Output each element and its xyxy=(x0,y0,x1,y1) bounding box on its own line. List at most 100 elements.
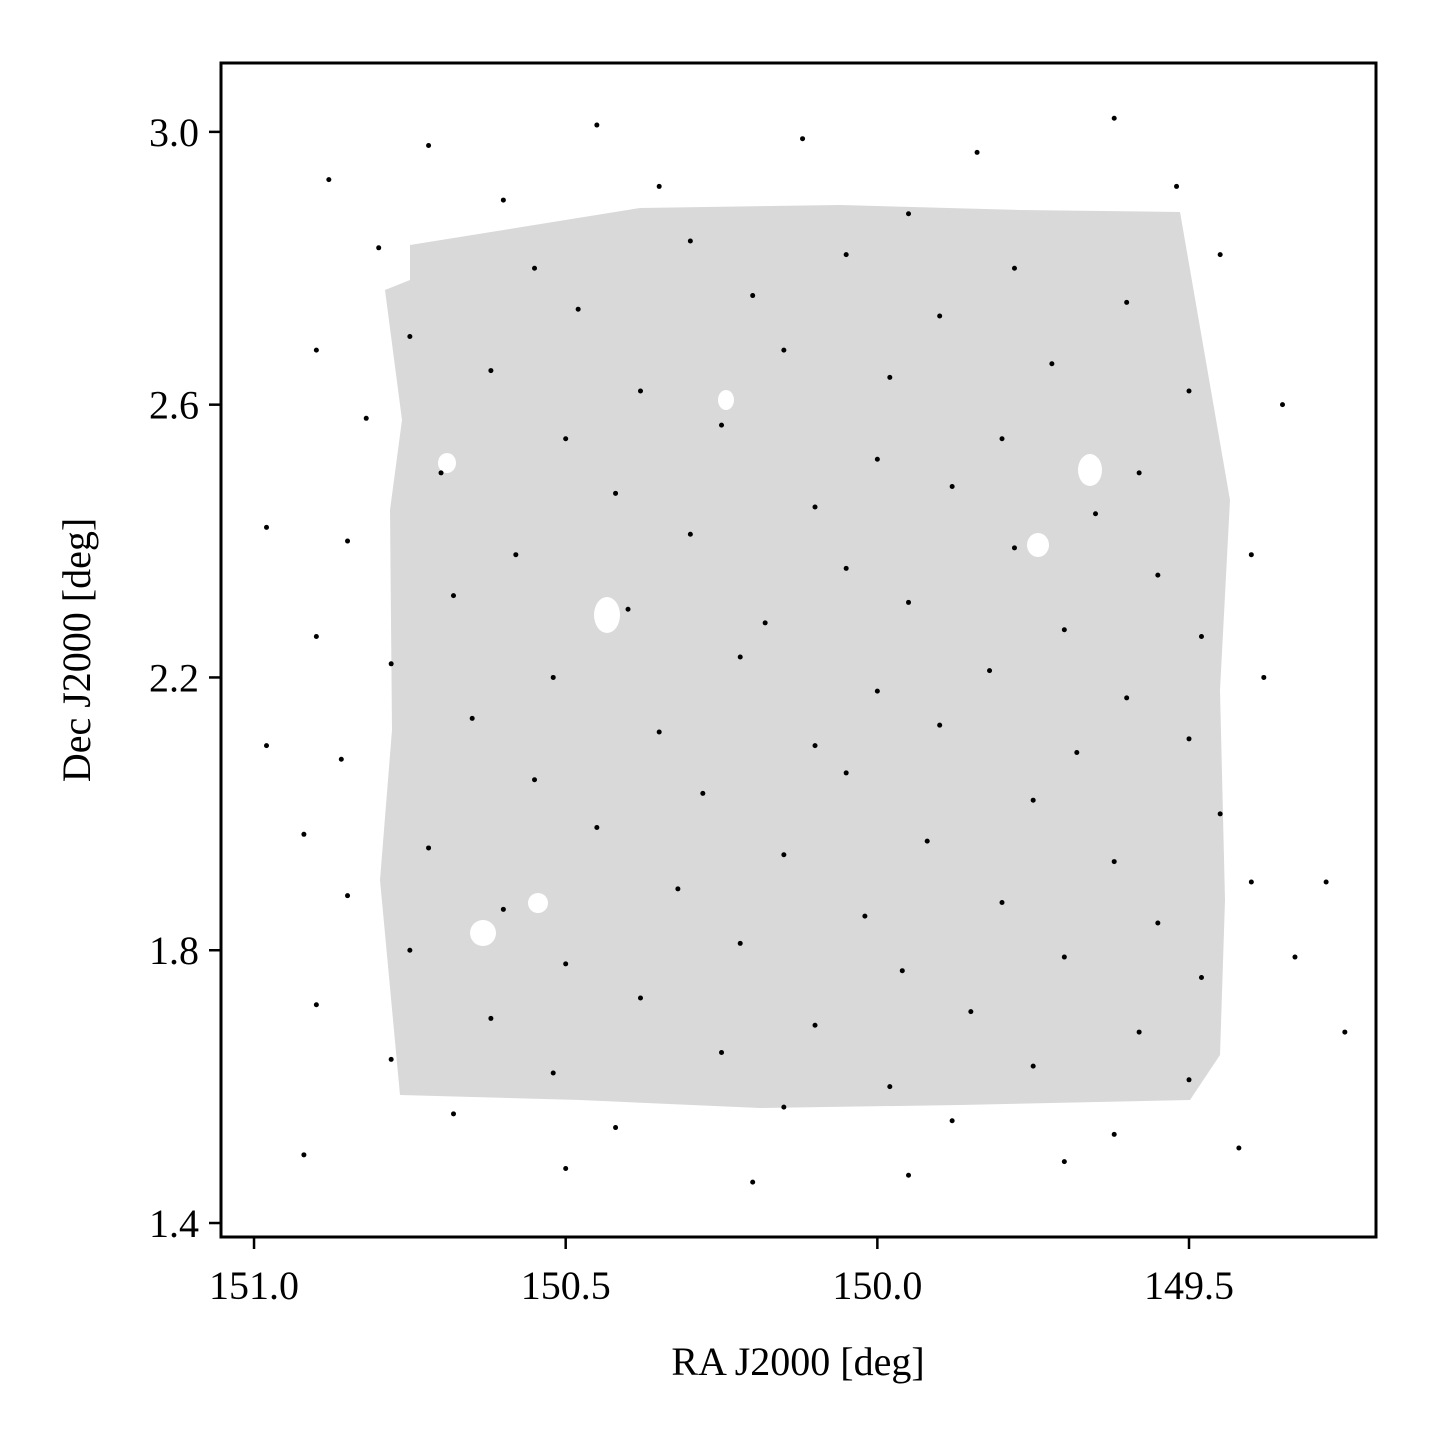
point xyxy=(937,722,943,728)
point xyxy=(1342,1029,1348,1035)
point xyxy=(407,947,413,953)
point xyxy=(301,1152,307,1158)
point xyxy=(1186,736,1192,742)
survey-footprint xyxy=(380,205,1230,1108)
point xyxy=(656,729,662,735)
point xyxy=(345,538,351,544)
point xyxy=(313,634,319,640)
point xyxy=(500,906,506,912)
point xyxy=(887,1084,893,1090)
point xyxy=(563,1165,569,1171)
point xyxy=(326,177,332,183)
point xyxy=(750,293,756,299)
masked-hole xyxy=(528,893,548,913)
point xyxy=(781,347,787,353)
point xyxy=(1030,797,1036,803)
point xyxy=(887,374,893,380)
point xyxy=(469,715,475,721)
point xyxy=(987,668,993,674)
point xyxy=(1217,252,1223,258)
point xyxy=(750,1179,756,1185)
point xyxy=(1236,1145,1242,1151)
point xyxy=(363,415,369,421)
point xyxy=(812,743,818,749)
point xyxy=(1323,879,1329,885)
point xyxy=(1111,1131,1117,1137)
point xyxy=(345,893,351,899)
point xyxy=(999,899,1005,905)
point xyxy=(594,824,600,830)
x-axis-label: RA J2000 [deg] xyxy=(671,1339,924,1384)
x-tick-label: 149.5 xyxy=(1144,1263,1234,1308)
point xyxy=(613,490,619,496)
point xyxy=(1136,1029,1142,1035)
point xyxy=(781,1104,787,1110)
masked-hole xyxy=(718,390,734,410)
point xyxy=(949,1118,955,1124)
point xyxy=(1248,879,1254,885)
point xyxy=(500,197,506,203)
point xyxy=(949,483,955,489)
point xyxy=(1124,695,1130,701)
point xyxy=(388,1056,394,1062)
point xyxy=(594,122,600,128)
point xyxy=(1198,975,1204,981)
point xyxy=(264,743,270,749)
point xyxy=(550,1070,556,1076)
point xyxy=(1124,299,1130,305)
point xyxy=(1261,674,1267,680)
point xyxy=(450,1111,456,1117)
point xyxy=(338,756,344,762)
point xyxy=(532,777,538,783)
coverage-area xyxy=(380,205,1230,1108)
point xyxy=(637,995,643,1001)
point xyxy=(906,211,912,217)
masked-hole xyxy=(438,453,456,473)
point xyxy=(843,565,849,571)
point xyxy=(1155,572,1161,578)
point xyxy=(1248,552,1254,558)
point xyxy=(1049,361,1055,367)
point xyxy=(862,913,868,919)
point xyxy=(613,1125,619,1131)
point xyxy=(762,620,768,626)
point xyxy=(488,368,494,374)
masked-hole xyxy=(1078,454,1102,486)
point xyxy=(719,1050,725,1056)
point xyxy=(1030,1063,1036,1069)
point xyxy=(843,770,849,776)
point xyxy=(426,143,432,149)
masked-hole xyxy=(470,920,496,946)
point xyxy=(1093,511,1099,517)
point xyxy=(563,436,569,442)
x-tick-label: 150.0 xyxy=(832,1263,922,1308)
point xyxy=(407,333,413,339)
y-tick-label: 2.6 xyxy=(149,383,199,428)
point xyxy=(563,961,569,967)
point xyxy=(737,654,743,660)
point xyxy=(1292,954,1298,960)
point xyxy=(513,552,519,558)
point xyxy=(1174,183,1180,189)
point xyxy=(812,1022,818,1028)
plot-frame xyxy=(219,61,1378,1239)
point xyxy=(675,886,681,892)
point xyxy=(968,1009,974,1015)
point xyxy=(1186,388,1192,394)
point xyxy=(687,238,693,244)
point xyxy=(488,1015,494,1021)
point xyxy=(313,1002,319,1008)
point xyxy=(899,968,905,974)
point xyxy=(532,265,538,271)
point xyxy=(625,606,631,612)
point xyxy=(550,674,556,680)
points xyxy=(264,115,1348,1185)
point xyxy=(301,831,307,837)
point xyxy=(1111,115,1117,121)
point xyxy=(812,504,818,510)
point xyxy=(687,531,693,537)
y-tick-label: 3.0 xyxy=(149,110,199,155)
point xyxy=(737,940,743,946)
point xyxy=(1280,402,1286,408)
point xyxy=(1155,920,1161,926)
